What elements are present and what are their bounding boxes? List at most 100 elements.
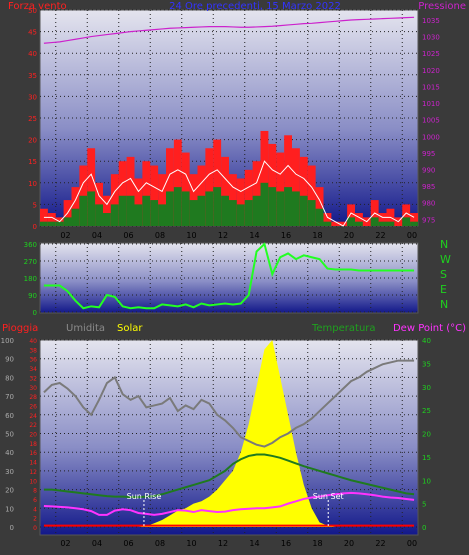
y-tick-label: 15	[422, 454, 431, 462]
compass-letter: N	[440, 238, 448, 251]
pressure-line	[43, 16, 415, 44]
wind-gust-bar	[339, 221, 348, 226]
y-tick-label: 995	[422, 150, 435, 158]
wind-avg-bar	[410, 221, 418, 226]
y-tick-label: 1015	[422, 83, 440, 91]
x-tick-label: 02	[60, 539, 70, 548]
wind-avg-bar	[307, 200, 316, 226]
wind-gust-bar	[110, 174, 119, 226]
y-tick-label: 10	[28, 180, 37, 188]
solar-area	[40, 340, 418, 527]
y-tick-label: 0	[33, 223, 37, 231]
wind-gust-bar	[260, 130, 269, 226]
y-tick-label: 30	[5, 468, 14, 476]
wind-marks	[40, 16, 418, 227]
wind-gust-bar	[299, 156, 308, 226]
y-tick-label: 2	[33, 516, 37, 523]
y-tick-label: 25	[28, 115, 37, 123]
y-tick-label: 990	[422, 167, 435, 175]
x-tick-label: 00	[407, 231, 417, 240]
y-tick-label: 16	[29, 450, 37, 457]
y-tick-label: 25	[422, 407, 431, 415]
y-tick-label: 32	[29, 375, 37, 382]
tick-labels: 0510152025303540455097598098599099510001…	[1, 7, 440, 548]
wind-avg-bar	[402, 217, 411, 226]
wind-avg-bar	[355, 221, 363, 226]
wind-gust-bar	[292, 148, 300, 226]
wind-avg-bar	[299, 195, 308, 226]
wind-gust-bar	[150, 165, 159, 226]
wind-gust-bar	[276, 152, 285, 226]
wind-avg-bar	[323, 221, 332, 226]
wind-avg-bar	[276, 191, 285, 226]
wind-avg-bar	[292, 191, 300, 226]
y-tick-label: 40	[28, 50, 37, 58]
y-tick-label: 90	[5, 356, 14, 364]
y-tick-label: 40	[5, 449, 14, 457]
compass-letter: N	[440, 298, 448, 311]
wind-gust-bar	[355, 213, 363, 226]
y-tick-label: 12	[29, 469, 37, 476]
wind-avg-bar	[213, 187, 222, 226]
y-tick-label: 1010	[422, 100, 440, 108]
wind-avg-bar	[236, 204, 245, 226]
y-tick-label: 50	[28, 7, 37, 15]
x-tick-label: 22	[375, 231, 385, 240]
sunrise-label: Sun Rise	[127, 492, 162, 501]
y-tick-label: 0	[422, 524, 426, 532]
x-tick-label: 10	[186, 231, 196, 240]
y-tick-label: 1005	[422, 117, 440, 125]
x-tick-label: 10	[186, 539, 196, 548]
y-tick-label: 10	[422, 477, 431, 485]
wind-gust-bar	[252, 161, 261, 226]
y-tick-label: 4	[33, 506, 37, 513]
humidity-line	[43, 359, 415, 448]
y-tick-label: 1020	[422, 67, 440, 75]
wind-avg-bar	[40, 221, 48, 226]
wind-avg-bar	[126, 195, 135, 226]
pressure-title: Pressione	[418, 1, 466, 12]
y-tick-label: 26	[29, 403, 37, 410]
y-tick-label: 8	[33, 488, 37, 495]
wind-avg-bar	[63, 217, 72, 226]
y-tick-label: 975	[422, 216, 435, 224]
wind-avg-bar	[173, 187, 182, 226]
x-tick-label: 20	[344, 231, 354, 240]
compass-letter: W	[440, 253, 451, 266]
y-tick-label: 28	[29, 394, 37, 401]
x-tick-label: 16	[281, 231, 291, 240]
y-tick-label: 100	[1, 337, 14, 345]
y-tick-label: 35	[28, 72, 37, 80]
wind-gust-bar	[213, 139, 222, 226]
wind-avg-bar	[229, 200, 237, 226]
y-tick-label: 34	[29, 366, 37, 373]
wind-avg-bar	[252, 195, 261, 226]
rain-panel-bg	[39, 339, 419, 536]
y-tick-label: 980	[422, 200, 435, 208]
rain-title: Pioggia	[2, 323, 38, 334]
wind-gust-bar	[142, 161, 151, 226]
y-tick-label: 6	[33, 497, 37, 504]
x-tick-label: 14	[249, 231, 259, 240]
y-tick-label: 1035	[422, 17, 440, 25]
x-tick-label: 12	[218, 539, 228, 548]
wind-avg-bar	[315, 208, 324, 226]
wind-avg-bar	[103, 213, 111, 226]
wind-gust-bar	[236, 178, 245, 226]
wind-gust-bar	[284, 135, 292, 226]
y-tick-label: 30	[29, 385, 37, 392]
wind-gust-bar	[307, 165, 316, 226]
wind-direction-line	[43, 242, 415, 310]
y-tick-label: 0	[10, 524, 14, 532]
y-tick-label: 60	[5, 412, 14, 420]
wind-gust-bar	[347, 204, 355, 226]
wind-gust-bar	[118, 161, 127, 226]
y-tick-label: 1000	[422, 133, 440, 141]
wind-gust-bar	[166, 148, 174, 226]
wind-gust-bar	[410, 213, 418, 226]
temperature-line	[43, 453, 415, 499]
x-tick-label: 12	[218, 231, 228, 240]
y-tick-label: 985	[422, 183, 435, 191]
y-tick-label: 36	[29, 357, 37, 364]
